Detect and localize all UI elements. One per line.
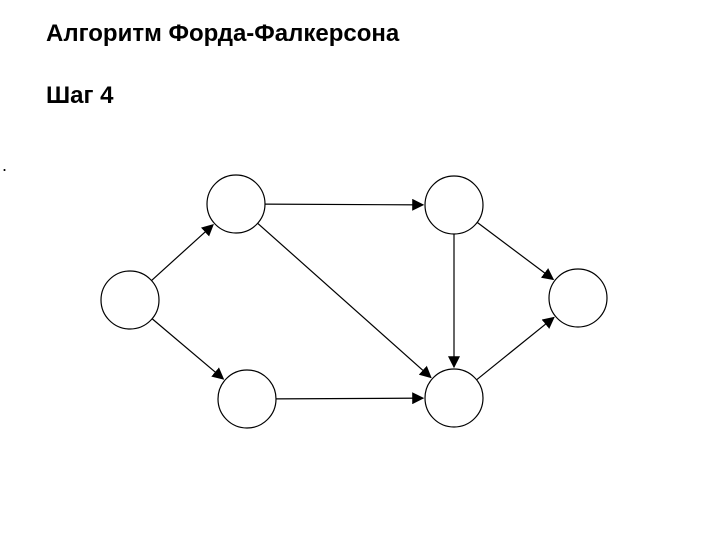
- node-b: [218, 370, 276, 428]
- edge-c-t: [477, 222, 553, 279]
- edge-d-t: [477, 317, 554, 379]
- edge-s-b: [152, 319, 223, 379]
- node-d: [425, 369, 483, 427]
- edge-a-c: [265, 204, 423, 205]
- edges-group: [151, 204, 553, 399]
- edge-s-a: [151, 225, 213, 281]
- edge-a-d: [258, 223, 431, 377]
- node-c: [425, 176, 483, 234]
- node-s: [101, 271, 159, 329]
- edge-b-d: [276, 398, 423, 399]
- nodes-group: [101, 175, 607, 428]
- flow-network-graph: [0, 0, 720, 540]
- node-t: [549, 269, 607, 327]
- node-a: [207, 175, 265, 233]
